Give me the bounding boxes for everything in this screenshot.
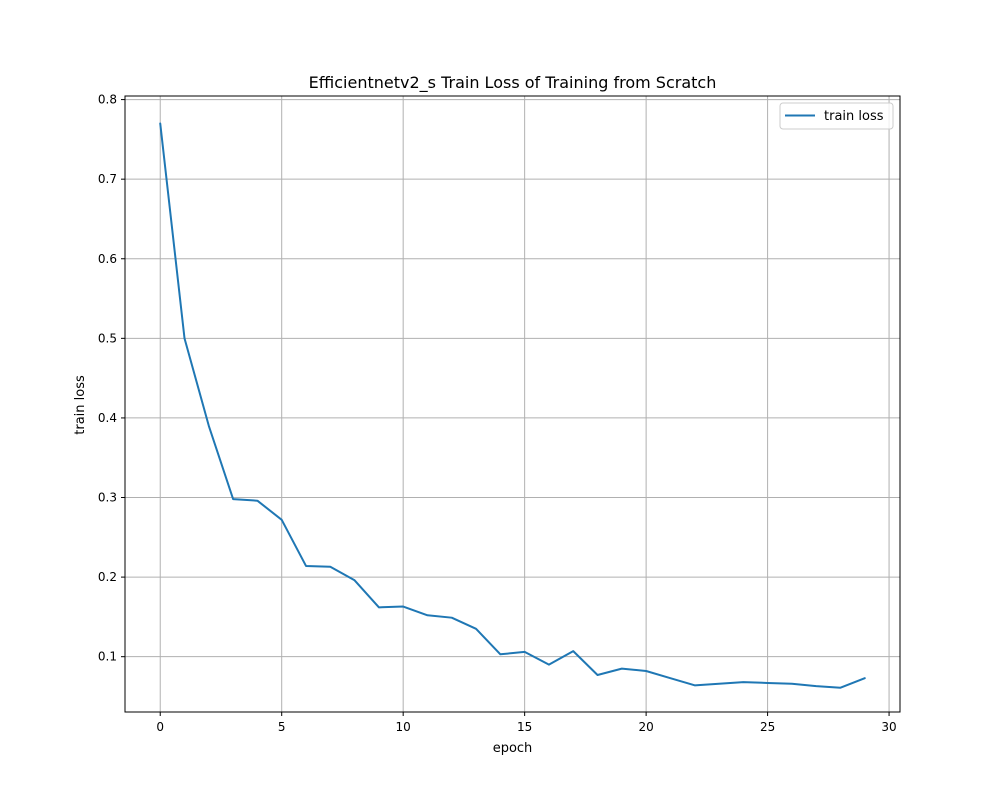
x-tick-label: 5 xyxy=(278,720,286,734)
grid xyxy=(125,96,900,712)
chart-title: Efficientnetv2_s Train Loss of Training … xyxy=(309,73,717,93)
legend-label: train loss xyxy=(824,109,884,124)
y-tick-label: 0.4 xyxy=(98,411,117,425)
y-tick-label: 0.7 xyxy=(98,172,117,186)
y-axis-ticks: 0.1 0.2 0.3 0.4 0.5 0.6 0.7 0.8 xyxy=(98,93,125,664)
x-tick-label: 30 xyxy=(881,720,896,734)
y-tick-label: 0.2 xyxy=(98,570,117,584)
y-tick-label: 0.3 xyxy=(98,491,117,505)
legend-box xyxy=(779,102,894,130)
x-tick-label: 20 xyxy=(638,720,653,734)
x-tick-label: 25 xyxy=(760,720,775,734)
series-line-train-loss xyxy=(159,122,866,689)
legend: train loss xyxy=(779,102,894,130)
y-tick-label: 0.6 xyxy=(98,252,117,266)
y-axis-label: train loss xyxy=(73,375,88,435)
x-tick-label: 0 xyxy=(156,720,164,734)
x-tick-label: 15 xyxy=(517,720,532,734)
x-tick-label: 10 xyxy=(396,720,411,734)
y-tick-label: 0.8 xyxy=(98,93,117,107)
y-tick-label: 0.1 xyxy=(98,650,117,664)
series-layer xyxy=(159,122,866,689)
y-tick-label: 0.5 xyxy=(98,331,117,345)
plot-frame xyxy=(124,95,901,713)
x-axis-label: epoch xyxy=(493,741,533,756)
x-axis-ticks: 0 5 10 15 20 25 30 xyxy=(156,712,897,734)
